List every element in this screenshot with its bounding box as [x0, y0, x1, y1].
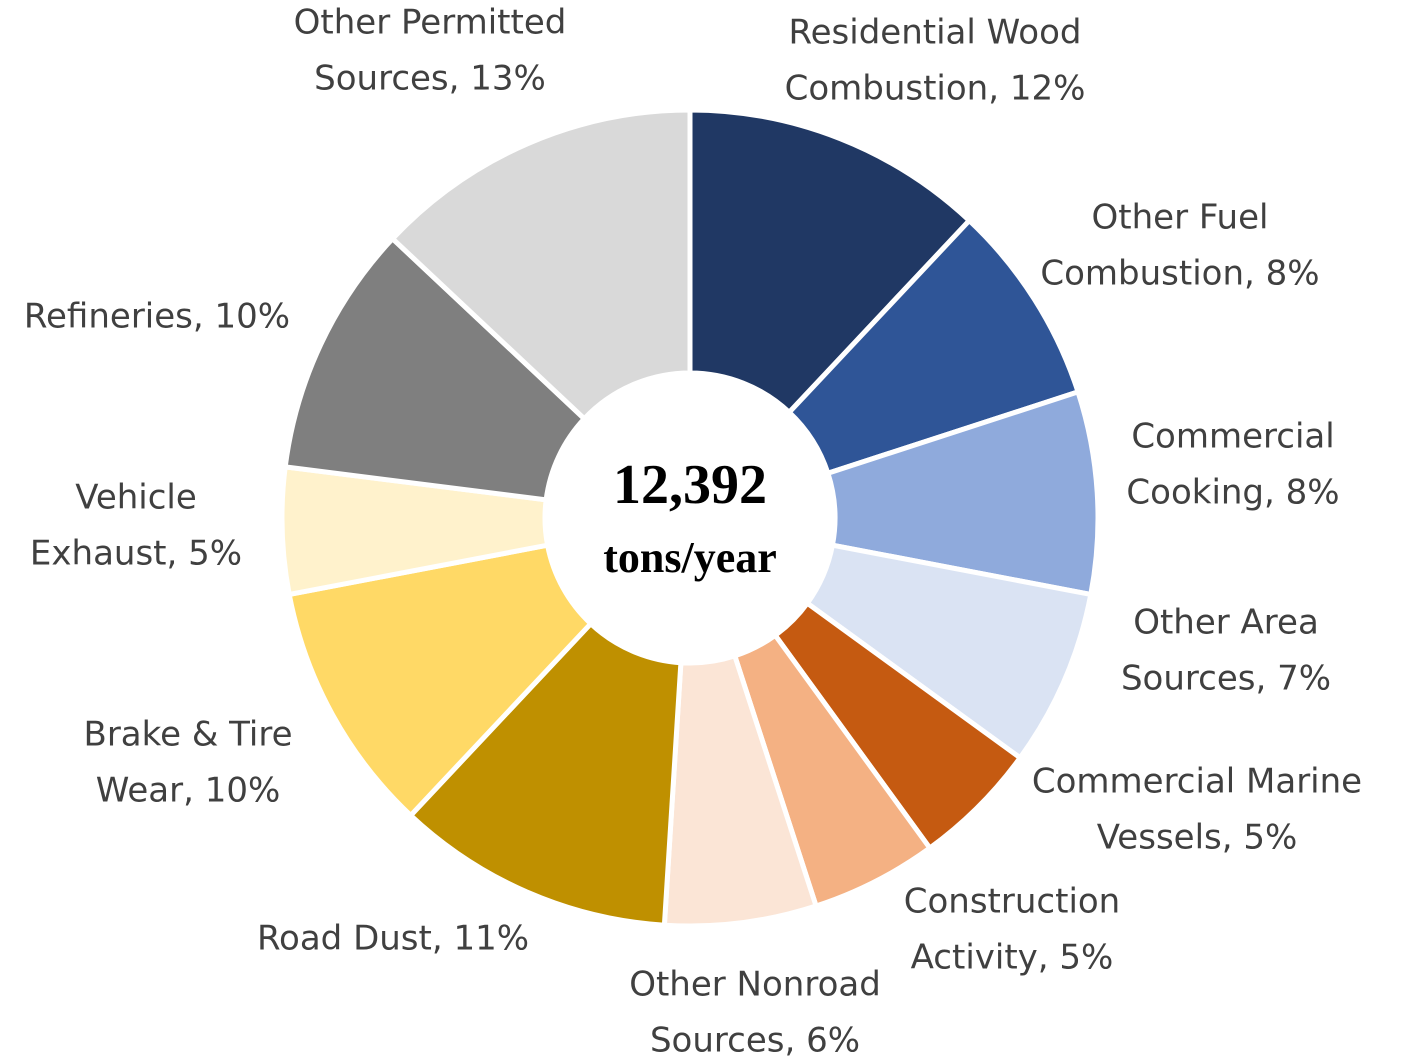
slices [279, 107, 1101, 929]
slice-label: Wear, 10% [96, 771, 281, 811]
slice-label: Other Fuel [1092, 198, 1269, 238]
slice-label: Road Dust, 11% [257, 919, 529, 959]
slice [407, 620, 684, 928]
slice-label: Other Nonroad [629, 965, 881, 1005]
slice-label: Construction [904, 882, 1120, 922]
slice-label: Commercial Marine [1032, 762, 1362, 802]
slice-label: Activity, 5% [911, 938, 1114, 978]
slice [286, 542, 595, 819]
center-total: 12,392 [613, 454, 767, 516]
slice-label: Vehicle [75, 478, 197, 518]
slice [282, 235, 588, 503]
slice-label: Combustion, 8% [1040, 254, 1319, 294]
slice-label: Vessels, 5% [1097, 818, 1298, 858]
slice [824, 388, 1101, 598]
slice-label: Other Area [1133, 603, 1319, 643]
slice-label: Sources, 7% [1121, 659, 1331, 699]
slice [687, 107, 973, 416]
center-unit: tons/year [603, 533, 777, 582]
slice-label: Commercial [1131, 417, 1334, 457]
slice-label: Sources, 6% [650, 1021, 860, 1061]
slice [785, 217, 1082, 477]
slice-label: Other Permitted [294, 3, 567, 43]
slice-label: Sources, 13% [314, 59, 546, 99]
slice-label: Brake & Tire [84, 715, 293, 755]
slice [389, 107, 693, 423]
slice-label: Cooking, 8% [1126, 473, 1339, 513]
slice-label: Combustion, 12% [785, 69, 1086, 109]
slice-label: Refineries, 10% [24, 297, 290, 337]
slice-label: Exhaust, 5% [30, 534, 242, 574]
slice-label: Residential Wood [789, 13, 1082, 53]
